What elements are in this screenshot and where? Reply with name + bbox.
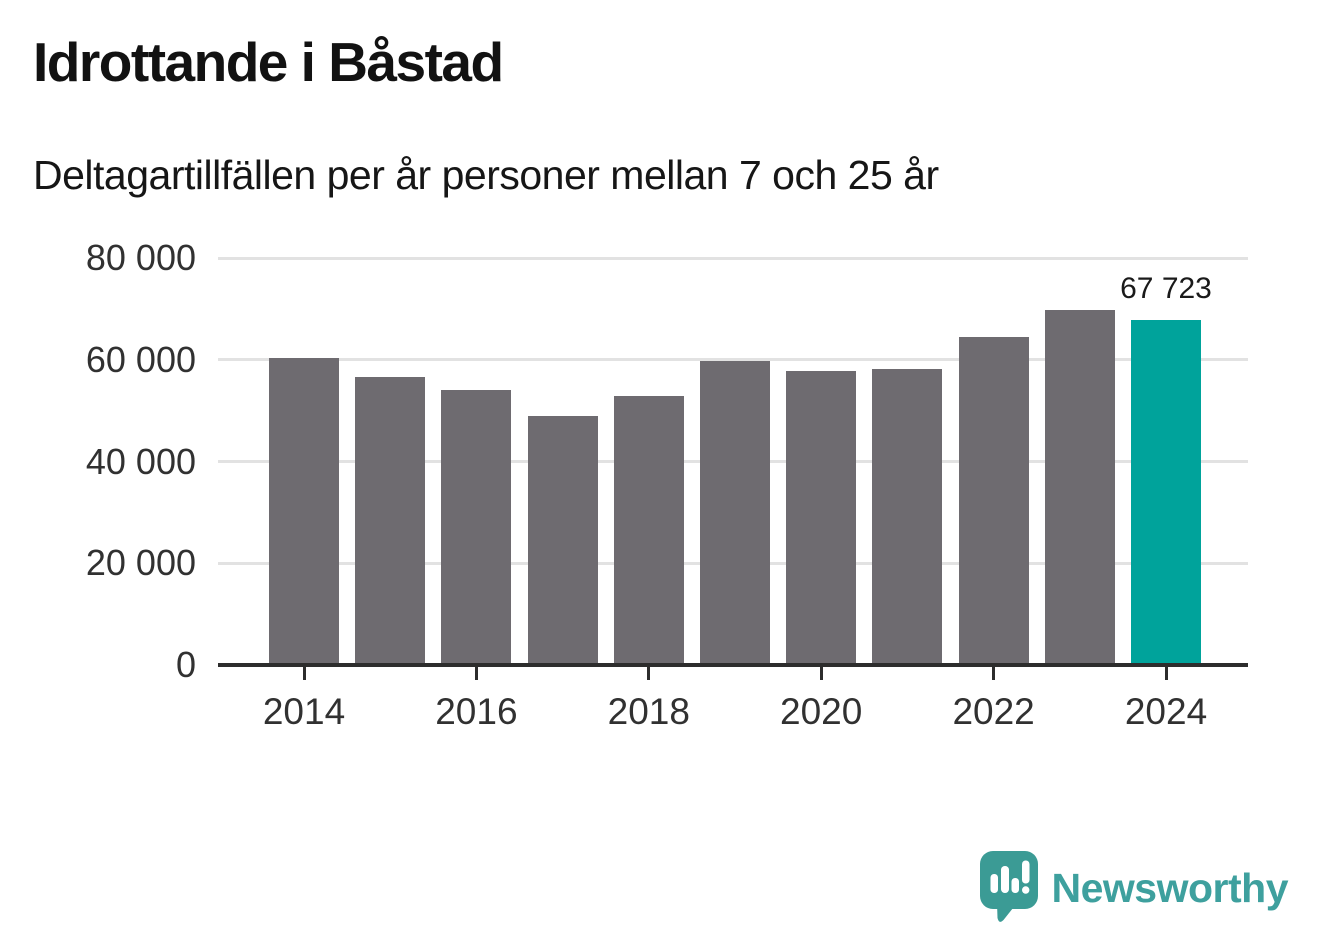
x-axis-label-2018: 2018 (607, 691, 690, 732)
bar-2017 (527, 415, 598, 665)
gridline-80000 (218, 256, 1248, 260)
x-tick-2018 (647, 667, 651, 680)
x-axis-line (218, 663, 1248, 667)
bar-2019 (700, 361, 770, 665)
bar-2018 (613, 395, 684, 665)
x-axis-label-2022: 2022 (952, 691, 1035, 732)
bar-2021 (872, 368, 943, 665)
bar-2016 (441, 390, 512, 665)
newsworthy-speech-bubble-bar-chart-icon (979, 851, 1038, 922)
x-axis-label-2014: 2014 (262, 691, 346, 732)
page-subtitle: Deltagartillfällen per år personer mella… (33, 152, 939, 198)
x-tick-2020 (819, 667, 823, 680)
bar-2022 (958, 337, 1029, 665)
bar-2014 (269, 357, 339, 665)
bar-2023 (1044, 310, 1115, 665)
x-axis-label-2024: 2024 (1124, 691, 1208, 732)
bar-2020 (786, 371, 857, 665)
x-axis-label-2016: 2016 (435, 691, 518, 732)
x-tick-2022 (992, 667, 996, 680)
y-axis-label-20000: 20 000 (85, 542, 196, 584)
newsworthy-logo: Newsworthy (979, 851, 1289, 925)
bar-2015 (355, 377, 426, 665)
y-axis-label-0: 0 (175, 644, 196, 685)
bar-2024 (1131, 320, 1201, 665)
x-tick-2016 (474, 667, 478, 680)
y-axis-label-40000: 40 000 (85, 440, 196, 482)
x-tick-2014 (302, 667, 306, 680)
page-title: Idrottande i Båstad (33, 31, 504, 93)
y-axis-label-80000: 80 000 (85, 237, 196, 278)
x-axis-label-2020: 2020 (780, 691, 863, 732)
x-tick-2024 (1164, 667, 1168, 680)
y-axis-label-60000: 60 000 (85, 338, 196, 380)
gridline-60000 (218, 358, 1248, 362)
newsworthy-wordmark: Newsworthy (1051, 864, 1289, 911)
value-label-2024: 67 723 (1120, 272, 1212, 306)
